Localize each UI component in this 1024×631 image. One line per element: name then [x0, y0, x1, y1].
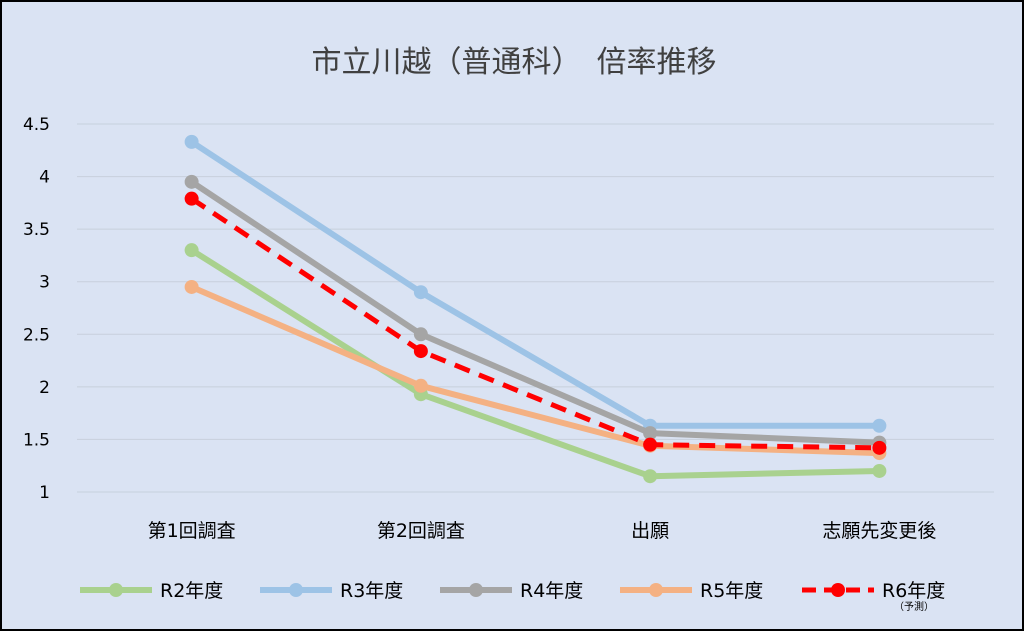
- legend-label: R4年度: [520, 580, 583, 602]
- data-point: [643, 469, 658, 484]
- data-point: [413, 344, 428, 359]
- y-tick-label: 3: [39, 273, 50, 293]
- data-point: [872, 418, 887, 433]
- legend-entry: R3年度: [260, 580, 403, 602]
- data-point: [643, 437, 658, 452]
- x-category-label: 出願: [631, 520, 669, 542]
- y-tick-label: 2: [39, 378, 50, 398]
- series-2: [184, 134, 887, 433]
- legend-swatch-marker: [289, 583, 303, 597]
- data-point: [643, 426, 658, 441]
- legend-label: R5年度: [700, 580, 763, 602]
- legend-swatch-marker: [109, 583, 123, 597]
- legend-label: R2年度: [160, 580, 223, 602]
- data-point: [413, 327, 428, 342]
- data-point: [872, 440, 887, 455]
- data-point: [184, 279, 199, 294]
- data-point: [184, 134, 199, 149]
- series-5: [184, 191, 887, 455]
- series-lines: [184, 134, 887, 484]
- series-line: [190, 284, 880, 457]
- x-category-label: 第2回調査: [377, 520, 465, 542]
- legend-entry: R5年度: [620, 580, 763, 602]
- series-line: [190, 196, 880, 451]
- legend-entry: R4年度: [440, 580, 583, 602]
- legend-swatch-marker: [649, 583, 663, 597]
- y-tick-label: 3.5: [23, 220, 50, 240]
- y-tick-label: 1: [39, 483, 50, 503]
- series-line: [190, 247, 880, 480]
- y-axis-ticks: 1 1.5 2 2.5 3 3.5 4 4.5: [23, 115, 50, 503]
- chart-title: 市立川越（普通科） 倍率推移: [312, 45, 717, 80]
- y-tick-label: 4.5: [23, 115, 50, 135]
- data-point: [184, 174, 199, 189]
- legend-label: R3年度: [340, 580, 403, 602]
- legend-entry: R2年度: [80, 580, 223, 602]
- x-axis-categories: 第1回調査 第2回調査 出願 志願先変更後: [148, 520, 937, 542]
- data-point: [184, 243, 199, 258]
- legend-label: R6年度: [882, 580, 945, 602]
- legend-swatch-marker: [831, 583, 845, 597]
- data-point: [184, 191, 199, 206]
- x-category-label: 志願先変更後: [822, 520, 936, 542]
- y-tick-label: 2.5: [23, 325, 50, 345]
- y-tick-label: 4: [39, 168, 50, 188]
- legend-entry: R6年度（予測）: [802, 580, 945, 613]
- data-point: [872, 463, 887, 478]
- series-line: [189, 139, 880, 429]
- series-line: [189, 179, 880, 446]
- legend-swatch-marker: [469, 583, 483, 597]
- legend-note: （予測）: [894, 600, 934, 613]
- data-point: [413, 378, 428, 393]
- x-category-label: 第1回調査: [148, 520, 236, 542]
- legend: R2年度 R3年度 R4年度 R5年度 R6年度（予測）: [80, 580, 945, 613]
- y-tick-label: 1.5: [23, 430, 50, 450]
- data-point: [413, 285, 428, 300]
